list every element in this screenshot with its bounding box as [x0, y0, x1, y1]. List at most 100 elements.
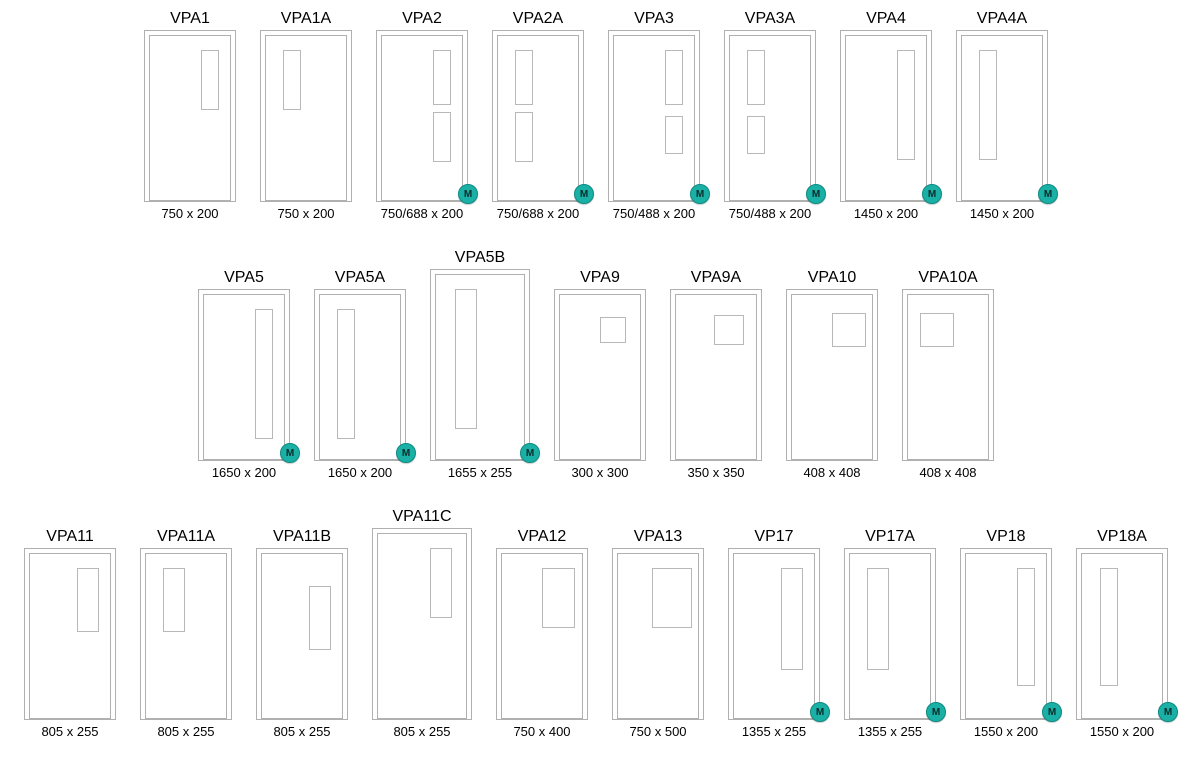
door-drawing: M — [844, 548, 936, 720]
door-frame — [554, 289, 646, 461]
door-leaf — [965, 553, 1047, 719]
door-leaf — [381, 35, 463, 201]
door-unit-VPA1: VPA1750 x 200 — [144, 10, 236, 221]
m-badge-icon: M — [806, 184, 826, 204]
vision-panel-1 — [515, 50, 533, 105]
door-drawing: M — [840, 30, 932, 202]
door-label: VPA5B — [455, 249, 505, 267]
door-unit-VPA2A: VPA2AM750/688 x 200 — [492, 10, 584, 221]
door-frame — [724, 30, 816, 202]
door-dimension: 805 x 255 — [41, 724, 98, 739]
door-label: VPA2A — [513, 10, 563, 28]
door-unit-VPA13: VPA13750 x 500 — [612, 528, 704, 739]
door-label: VPA11 — [46, 528, 93, 546]
door-frame — [728, 548, 820, 720]
door-frame — [840, 30, 932, 202]
door-dimension: 805 x 255 — [393, 724, 450, 739]
door-label: VPA2 — [402, 10, 442, 28]
door-leaf — [29, 553, 111, 719]
vision-panel-1 — [455, 289, 477, 429]
door-leaf — [961, 35, 1043, 201]
vision-panel-1 — [920, 313, 954, 347]
door-unit-VP17A: VP17AM1355 x 255 — [844, 528, 936, 739]
vision-panel-1 — [1017, 568, 1035, 686]
door-drawing: M — [314, 289, 406, 461]
door-dimension: 1450 x 200 — [970, 206, 1034, 221]
door-unit-VPA9A: VPA9A 350 x 350 — [670, 269, 762, 480]
door-label: VPA5A — [335, 269, 385, 287]
door-frame — [314, 289, 406, 461]
door-label: VP18 — [986, 528, 1025, 546]
door-drawing: M — [608, 30, 700, 202]
door-leaf — [203, 294, 285, 460]
door-unit-VPA5B: VPA5BM1655 x 255 — [430, 249, 530, 480]
door-unit-VP18A: VP18AM1550 x 200 — [1076, 528, 1168, 739]
door-label: VPA1 — [170, 10, 210, 28]
door-dimension: 1650 x 200 — [212, 465, 276, 480]
door-dimension: 750/488 x 200 — [729, 206, 811, 221]
door-dimension: 1550 x 200 — [974, 724, 1038, 739]
door-leaf — [617, 553, 699, 719]
catalog-row: VPA11 805 x 255 VPA11A 805 x 255 VPA11B 805 x… — [10, 508, 1182, 739]
door-label: VPA4 — [866, 10, 906, 28]
door-frame — [902, 289, 994, 461]
vision-panel-1 — [77, 568, 99, 632]
door-label: VP17A — [865, 528, 915, 546]
door-unit-VPA3: VPA3M750/488 x 200 — [608, 10, 700, 221]
door-frame — [670, 289, 762, 461]
vision-panel-1 — [201, 50, 219, 110]
catalog-row: VPA5M1650 x 200VPA5AM1650 x 200VPA5BM165… — [10, 249, 1182, 480]
door-drawing: M — [960, 548, 1052, 720]
door-frame — [24, 548, 116, 720]
door-label: VPA11B — [273, 528, 331, 546]
door-dimension: 750 x 200 — [277, 206, 334, 221]
door-drawing — [144, 30, 236, 202]
door-drawing: M — [430, 269, 530, 461]
door-unit-VPA11C: VPA11C805 x 255 — [372, 508, 472, 739]
door-frame — [960, 548, 1052, 720]
door-drawing: M — [376, 30, 468, 202]
m-badge-icon: M — [280, 443, 300, 463]
door-dimension: 750 x 400 — [513, 724, 570, 739]
door-frame — [612, 548, 704, 720]
door-drawing — [256, 548, 348, 720]
door-unit-VPA11: VPA11 805 x 255 — [24, 528, 116, 739]
door-dimension: 805 x 255 — [157, 724, 214, 739]
m-badge-icon: M — [690, 184, 710, 204]
door-drawing: M — [492, 30, 584, 202]
door-leaf — [675, 294, 757, 460]
door-drawing: M — [1076, 548, 1168, 720]
door-leaf — [849, 553, 931, 719]
door-unit-VPA11A: VPA11A 805 x 255 — [140, 528, 232, 739]
door-unit-VP17: VP17M1355 x 255 — [728, 528, 820, 739]
door-label: VPA9A — [691, 269, 741, 287]
door-drawing — [140, 548, 232, 720]
door-leaf — [377, 533, 467, 719]
door-dimension: 350 x 350 — [687, 465, 744, 480]
door-label: VPA10 — [808, 269, 857, 287]
door-unit-VPA10A: VPA10A408 x 408 — [902, 269, 994, 480]
door-frame — [1076, 548, 1168, 720]
vision-panel-1 — [283, 50, 301, 110]
door-unit-VPA5: VPA5M1650 x 200 — [198, 269, 290, 480]
door-unit-VPA5A: VPA5AM1650 x 200 — [314, 269, 406, 480]
door-leaf — [559, 294, 641, 460]
door-unit-VPA4A: VPA4AM1450 x 200 — [956, 10, 1048, 221]
door-drawing — [496, 548, 588, 720]
vision-panel-2 — [433, 112, 451, 162]
door-unit-VPA12: VPA12750 x 400 — [496, 528, 588, 739]
door-drawing — [612, 548, 704, 720]
door-label: VPA5 — [224, 269, 264, 287]
door-leaf — [613, 35, 695, 201]
vision-panel-1 — [255, 309, 273, 439]
door-dimension: 750 x 500 — [629, 724, 686, 739]
door-dimension: 408 x 408 — [919, 465, 976, 480]
door-unit-VP18: VP18 M 1550 x 200 — [960, 528, 1052, 739]
vision-panel-1 — [600, 317, 626, 343]
m-badge-icon: M — [458, 184, 478, 204]
door-label: VPA11A — [157, 528, 215, 546]
door-catalog: VPA1750 x 200VPA1A750 x 200VPA2M750/688 … — [10, 10, 1182, 739]
door-label: VPA9 — [580, 269, 620, 287]
door-label: VPA1A — [281, 10, 331, 28]
door-leaf — [149, 35, 231, 201]
